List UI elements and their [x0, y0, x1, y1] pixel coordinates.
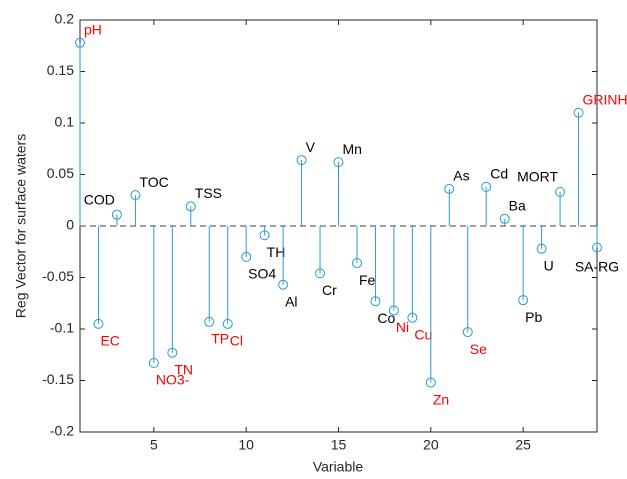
- stem-marker: [204, 316, 215, 327]
- stem-marker: [499, 213, 510, 224]
- x-tick-label: 25: [515, 437, 531, 453]
- point-label: Mn: [343, 141, 362, 157]
- point-label: U: [544, 257, 554, 273]
- y-tick-label: 0.05: [47, 165, 74, 181]
- point-label: NO3-: [156, 372, 190, 388]
- point-label: Ba: [509, 197, 526, 213]
- point-label: Al: [285, 293, 297, 309]
- point-label: Cl: [230, 333, 243, 349]
- stem-marker: [555, 187, 566, 198]
- y-tick-label: 0.2: [55, 11, 75, 27]
- point-label: MORT: [517, 169, 558, 185]
- point-label: Pb: [525, 309, 542, 325]
- point-label: TH: [267, 244, 286, 260]
- stem-marker: [93, 318, 104, 329]
- stem-marker: [222, 318, 233, 329]
- x-tick-label: 20: [423, 437, 439, 453]
- stem-marker: [370, 296, 381, 307]
- stem-marker: [444, 183, 455, 194]
- stem-marker: [462, 327, 473, 338]
- stem-marker: [185, 201, 196, 212]
- point-label: Fe: [359, 272, 376, 288]
- point-label: Co: [377, 310, 395, 326]
- point-label: Ni: [396, 319, 409, 335]
- x-tick-label: 15: [331, 437, 347, 453]
- stem-marker: [351, 258, 362, 269]
- point-label: TOC: [139, 174, 168, 190]
- point-label: EC: [100, 333, 119, 349]
- y-tick-label: 0.15: [47, 62, 74, 78]
- stem-marker: [388, 305, 399, 316]
- y-tick-label: 0: [66, 217, 74, 233]
- stem-marker: [573, 107, 584, 118]
- x-axis-label: Variable: [313, 459, 364, 475]
- point-label: Zn: [433, 391, 449, 407]
- point-label: SA-RG: [575, 258, 619, 274]
- point-label: TSS: [195, 185, 222, 201]
- stem-marker: [518, 295, 529, 306]
- stem-marker: [241, 251, 252, 262]
- stem-marker: [130, 190, 141, 201]
- stem-marker: [111, 209, 122, 220]
- stem-marker: [425, 377, 436, 388]
- point-label: Cd: [490, 166, 508, 182]
- y-tick-label: -0.1: [50, 320, 74, 336]
- y-tick-label: -0.2: [50, 423, 74, 439]
- y-tick-label: -0.05: [42, 268, 74, 284]
- stem-marker: [296, 155, 307, 166]
- stem-marker: [75, 37, 85, 48]
- stem-marker: [407, 312, 418, 323]
- stem-marker: [333, 157, 344, 168]
- point-label: COD: [84, 191, 115, 207]
- point-label: Se: [470, 341, 487, 357]
- stem-marker: [148, 357, 159, 368]
- point-label: SO4: [248, 266, 276, 282]
- stem-marker: [592, 242, 602, 253]
- x-tick-label: 5: [150, 437, 158, 453]
- point-label: V: [306, 139, 316, 155]
- stem-marker: [536, 243, 547, 254]
- stem-marker: [278, 279, 289, 290]
- point-label: GRINH: [583, 91, 627, 107]
- point-label: Cr: [322, 282, 337, 298]
- y-axis-label: Reg Vector for surface waters: [13, 134, 29, 318]
- y-tick-label: 0.1: [55, 114, 75, 130]
- stem-marker: [259, 230, 270, 241]
- y-tick-label: -0.15: [42, 371, 74, 387]
- point-label: Cu: [414, 326, 432, 342]
- stem-marker: [315, 268, 326, 279]
- x-tick-label: 10: [238, 437, 254, 453]
- stem-marker: [167, 347, 178, 358]
- point-label: TP: [211, 330, 229, 346]
- point-label: TN: [174, 361, 193, 377]
- point-label: As: [453, 168, 469, 184]
- point-label: pH: [84, 21, 102, 37]
- stem-marker: [481, 181, 492, 192]
